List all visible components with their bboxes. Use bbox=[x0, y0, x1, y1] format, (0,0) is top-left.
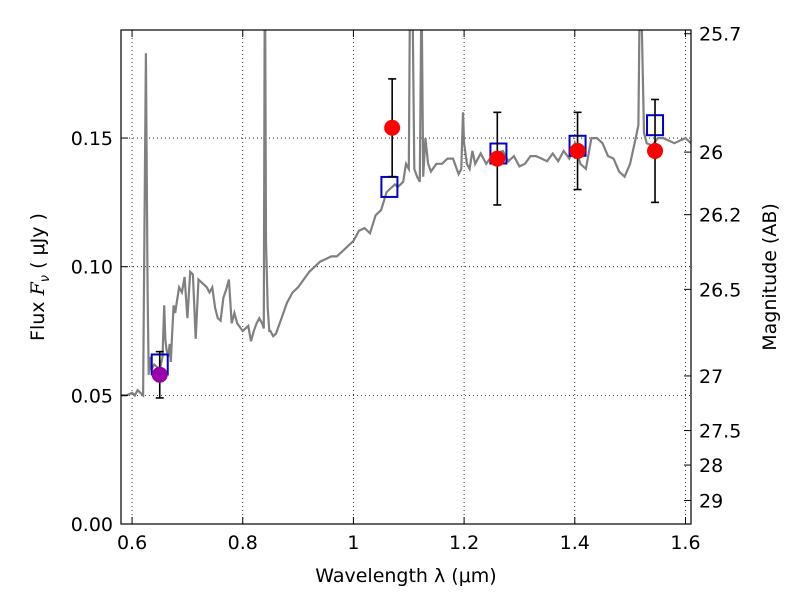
x-tick-label: 1.4 bbox=[560, 532, 590, 554]
observed-point bbox=[151, 366, 168, 383]
x-axis-label: Wavelength λ (μm) bbox=[315, 565, 496, 587]
y2-tick-label: 27 bbox=[699, 366, 723, 388]
y-axis-label-prefix: Flux bbox=[27, 295, 49, 341]
y-axis-label-symbol: F bbox=[27, 281, 49, 296]
y-tick-label: 0.15 bbox=[71, 128, 113, 150]
y-tick-label: 0.10 bbox=[71, 257, 113, 279]
axes: 0.6 0.8 1 1.2 1.4 1.6 0.00 0.05 0.10 0.15 25.7 26 26… bbox=[71, 24, 742, 554]
y2-tick-label: 29 bbox=[699, 491, 723, 513]
y2-tick-label: 26.5 bbox=[699, 279, 741, 301]
observed-point bbox=[384, 119, 401, 136]
y2-tick-label: 26.2 bbox=[699, 205, 741, 227]
x-tick-label: 1.6 bbox=[670, 532, 700, 554]
y-axis-label: Flux Fν ( μJy ) bbox=[27, 213, 53, 341]
observed-point bbox=[569, 142, 586, 159]
y2-tick-label: 25.7 bbox=[699, 24, 741, 46]
y-tick-label: 0.00 bbox=[71, 514, 113, 536]
markers bbox=[150, 78, 665, 399]
plot-data bbox=[121, 30, 691, 398]
y2-tick-label: 27.5 bbox=[699, 421, 741, 443]
spectrum-line bbox=[121, 30, 691, 398]
x-tick-label: 1.2 bbox=[449, 532, 479, 554]
y-axis-label-suffix: ( μJy ) bbox=[27, 213, 49, 275]
y2-axis-label: Magnitude (AB) bbox=[759, 203, 781, 351]
y2-tick-label: 26 bbox=[699, 142, 723, 164]
y2-tick-label: 28 bbox=[699, 455, 723, 477]
x-tick-label: 0.6 bbox=[117, 532, 147, 554]
plot-frame bbox=[120, 29, 692, 525]
observed-point bbox=[647, 142, 664, 159]
x-tick-label: 1 bbox=[347, 532, 359, 554]
y-axis-label-subscript: ν bbox=[38, 275, 53, 282]
grid-lines bbox=[121, 30, 691, 524]
y-tick-label: 0.05 bbox=[71, 385, 113, 407]
x-tick-label: 0.8 bbox=[228, 532, 258, 554]
observed-point bbox=[489, 150, 506, 167]
model-square-marker bbox=[380, 175, 399, 198]
